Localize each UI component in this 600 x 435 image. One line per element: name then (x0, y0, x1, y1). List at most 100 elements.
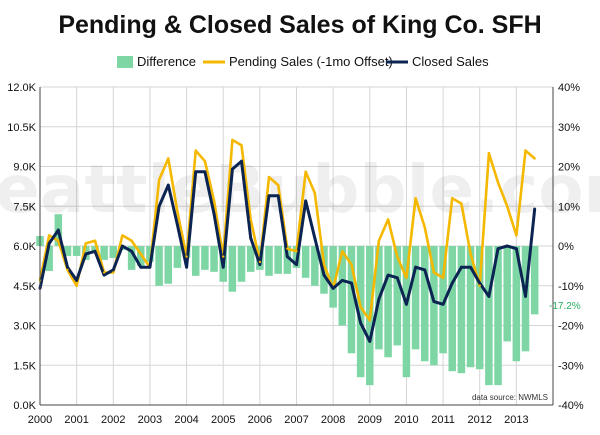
pending-point-25 (267, 175, 271, 179)
difference-bar-39 (393, 246, 402, 346)
difference-bar-22 (237, 246, 246, 282)
closed-point-35 (359, 321, 363, 325)
closed-point-7 (102, 273, 106, 277)
pending-point-21 (231, 138, 234, 142)
y-right-tick-4: 0% (558, 241, 574, 253)
pending-point-54 (533, 157, 536, 160)
y-right-tick-0: -40% (558, 400, 584, 412)
closed-point-11 (139, 265, 143, 269)
legend-label-difference: Difference (137, 54, 196, 69)
pending-point-15 (176, 210, 179, 213)
difference-bar-8 (109, 246, 118, 258)
pending-point-31 (322, 263, 326, 266)
closed-point-25 (267, 194, 271, 198)
closed-point-10 (130, 249, 134, 253)
pending-point-43 (432, 271, 436, 274)
pending-point-1 (47, 234, 51, 237)
difference-bar-51 (503, 246, 511, 342)
pending-point-44 (441, 276, 445, 279)
closed-point-53 (524, 294, 527, 298)
pending-point-34 (350, 263, 353, 266)
pending-point-11 (139, 252, 142, 256)
difference-bar-33 (338, 246, 347, 326)
pending-point-37 (377, 239, 381, 242)
pending-point-9 (121, 234, 124, 237)
closed-point-39 (395, 276, 399, 280)
pending-point-49 (487, 152, 491, 155)
closed-point-1 (47, 241, 51, 245)
x-tick-2011: 2011 (431, 414, 455, 426)
pending-point-3 (66, 268, 69, 272)
pending-point-50 (496, 181, 500, 184)
pending-point-7 (102, 271, 106, 274)
y-left-tick-4: 6.0K (13, 241, 36, 253)
legend: Difference Pending Sales (-1mo Offset) C… (117, 54, 489, 69)
x-tick-2002: 2002 (101, 414, 125, 426)
difference-bar-29 (301, 246, 310, 278)
data-points (38, 138, 537, 343)
difference-bar-53 (521, 246, 530, 352)
legend-swatch-difference (117, 56, 133, 68)
difference-bar-15 (173, 246, 182, 268)
difference-bar-18 (201, 246, 209, 270)
y-left-tick-6: 9.0K (13, 162, 36, 174)
closed-point-36 (368, 340, 372, 343)
closed-point-2 (56, 228, 60, 232)
pending-point-47 (469, 252, 472, 256)
difference-bar-34 (347, 246, 356, 354)
x-tick-2008: 2008 (321, 414, 345, 426)
closed-point-19 (212, 212, 216, 216)
pending-point-13 (157, 178, 161, 181)
difference-bar-46 (457, 246, 466, 374)
closed-point-50 (496, 247, 500, 251)
pending-point-10 (130, 239, 133, 242)
y-left-tick-1: 1.5K (13, 360, 36, 372)
closed-point-24 (258, 263, 262, 266)
pending-point-33 (341, 250, 344, 253)
y-right-tick-7: 30% (558, 122, 580, 134)
closed-point-48 (478, 281, 482, 285)
y-right-tick-1: -30% (558, 360, 584, 372)
y-right-tick-6: 20% (558, 162, 580, 174)
pending-point-4 (75, 284, 78, 287)
difference-bar-3 (63, 246, 72, 256)
closed-point-51 (505, 244, 509, 248)
closed-point-14 (166, 183, 170, 187)
difference-bar-49 (485, 246, 493, 386)
difference-bar-13 (155, 246, 163, 286)
difference-bar-6 (91, 246, 99, 252)
closed-point-31 (322, 273, 326, 277)
closed-point-21 (230, 167, 234, 171)
pending-point-29 (304, 170, 307, 173)
pending-point-22 (240, 144, 243, 147)
difference-bar-19 (210, 246, 218, 272)
difference-bar-32 (329, 246, 337, 308)
closed-point-5 (84, 252, 88, 256)
x-tick-2000: 2000 (28, 414, 52, 426)
pending-point-35 (359, 305, 362, 309)
closed-point-26 (276, 194, 280, 198)
difference-bar-52 (512, 246, 521, 362)
closed-point-34 (350, 281, 353, 285)
x-tick-2010: 2010 (394, 414, 418, 426)
closed-point-45 (450, 281, 454, 285)
x-tick-2009: 2009 (358, 414, 382, 426)
closed-point-3 (66, 265, 69, 269)
difference-bar-40 (402, 246, 411, 378)
y-axis-right: -40% -30% -20% -10% 0% 10% 20% 30% 40% (552, 82, 584, 412)
pending-point-27 (286, 247, 289, 250)
pending-point-42 (423, 226, 426, 229)
closed-point-8 (111, 268, 115, 272)
closed-point-29 (304, 199, 308, 203)
y-left-tick-7: 10.5K (7, 122, 36, 134)
pending-point-19 (212, 199, 216, 203)
closed-point-22 (240, 159, 243, 163)
closed-point-37 (377, 297, 381, 301)
closed-point-13 (157, 204, 161, 208)
closed-point-18 (203, 170, 207, 174)
closed-point-12 (148, 265, 152, 269)
pending-point-30 (313, 191, 317, 195)
closed-point-23 (249, 236, 253, 240)
x-tick-2003: 2003 (138, 414, 162, 426)
closed-point-52 (514, 247, 518, 251)
